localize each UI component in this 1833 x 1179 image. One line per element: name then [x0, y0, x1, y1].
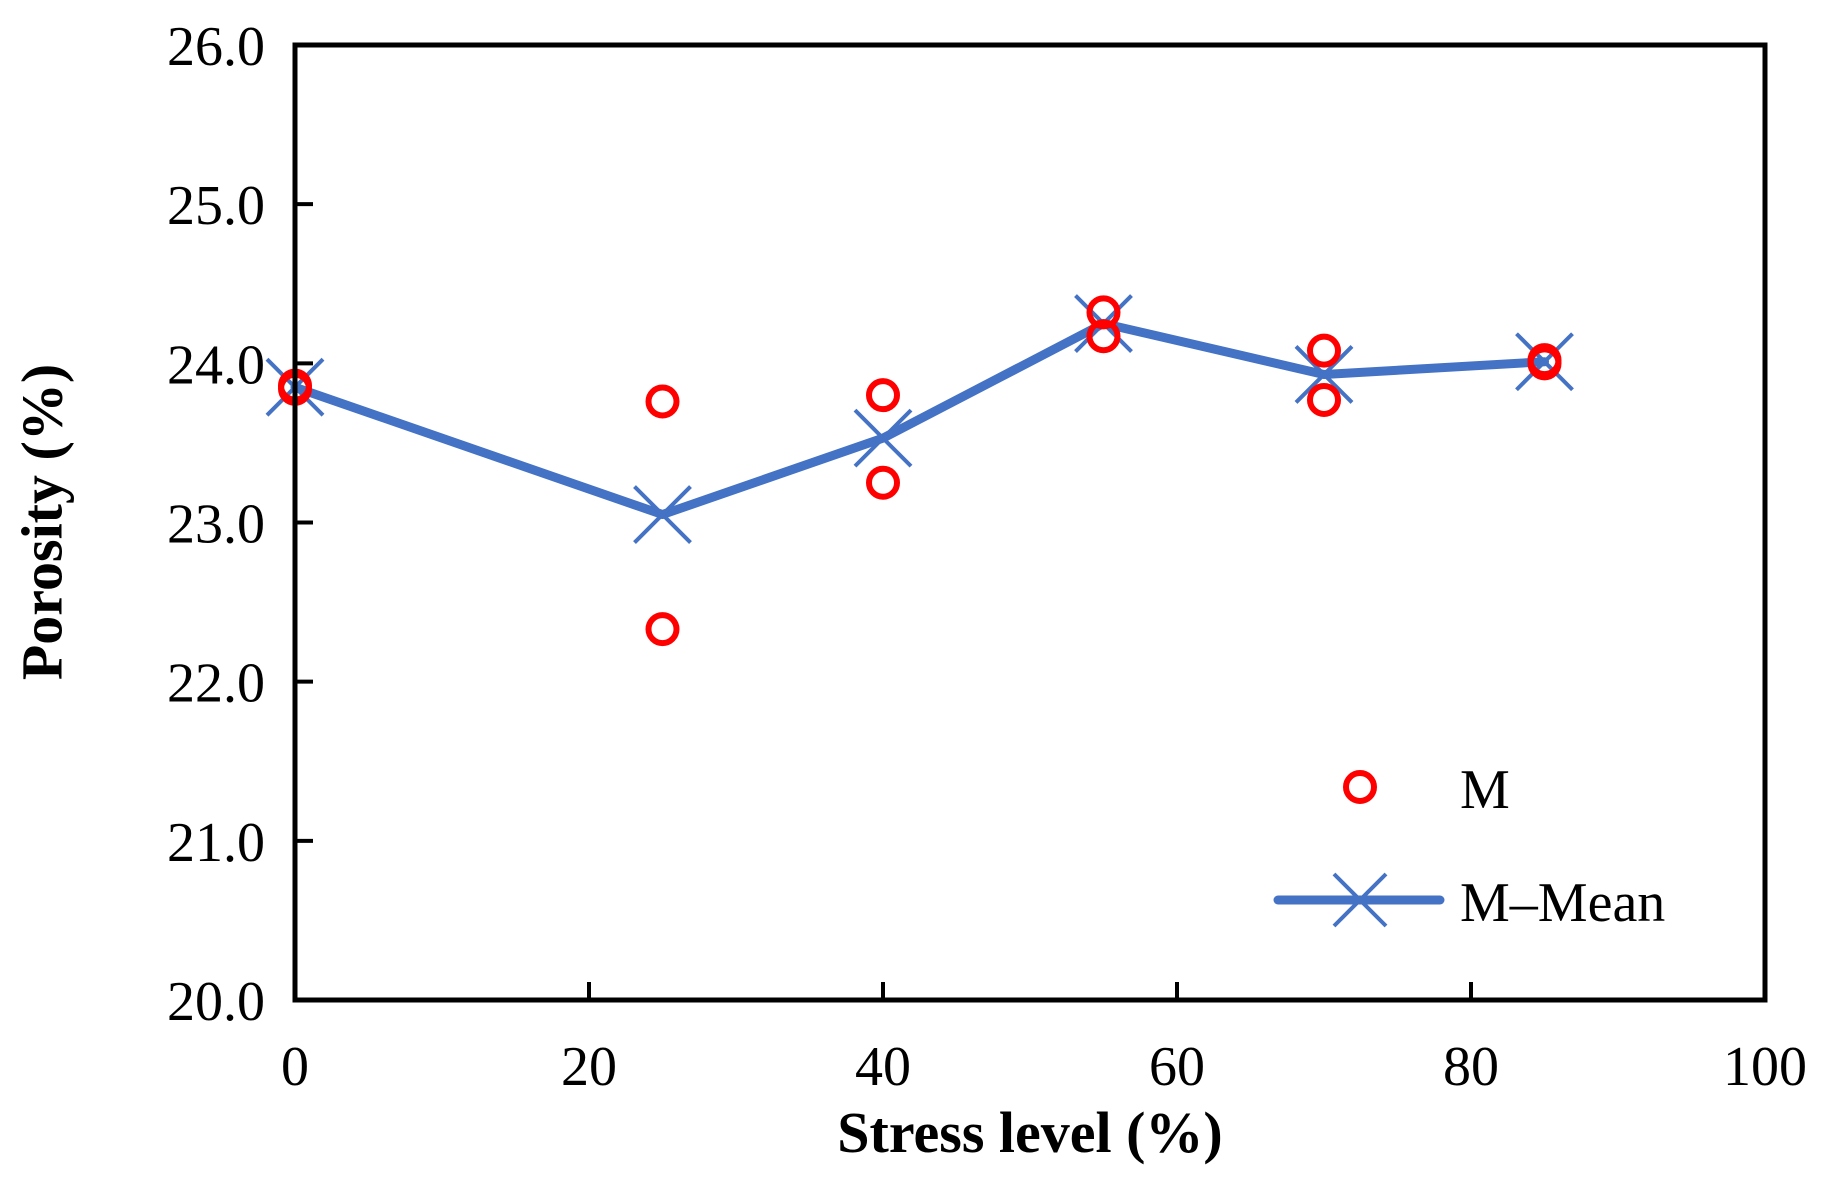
plot-frame: [292, 42, 1768, 1003]
mean-series-line: [290, 319, 1549, 520]
x-tick-label: 60: [1149, 1036, 1205, 1098]
x-tick-label: 40: [855, 1036, 911, 1098]
mean-point-marker: [633, 485, 692, 544]
y-tick-label: 26.0: [167, 16, 265, 78]
legend: M M–Mean: [1273, 759, 1665, 934]
data-point-circle: [866, 465, 900, 500]
data-point-circle: [1307, 382, 1341, 417]
legend-x-marker: [1332, 872, 1388, 928]
x-tick-label: 80: [1443, 1036, 1499, 1098]
data-point-circle: [645, 384, 680, 419]
data-point-circle: [1086, 295, 1121, 330]
x-tick-label: 0: [281, 1036, 309, 1098]
y-tick-label: 21.0: [167, 812, 265, 874]
mean-point-marker: [1294, 345, 1354, 404]
legend-label-m-mean: M–Mean: [1460, 872, 1665, 934]
data-point-circle: [1307, 333, 1341, 368]
y-tick-label: 20.0: [167, 971, 265, 1033]
mean-point-marker: [1515, 332, 1574, 392]
y-tick-label: 23.0: [167, 494, 265, 556]
y-axis-title: Porosity (%): [9, 364, 74, 680]
x-tick-label: 20: [561, 1036, 617, 1098]
y-tick-label: 24.0: [167, 334, 265, 396]
mean-point-marker: [853, 408, 913, 468]
data-point-circle: [866, 378, 900, 413]
x-tick-label: 100: [1723, 1036, 1807, 1098]
y-tick-label: 25.0: [167, 175, 265, 237]
legend-label-m: M: [1460, 759, 1510, 821]
data-point-circle: [645, 612, 680, 647]
x-axis-title: Stress level (%): [837, 1100, 1223, 1165]
legend-circle-marker: [1343, 770, 1377, 804]
data-point-circle: [1086, 319, 1121, 354]
data-point-circle: [1527, 346, 1562, 381]
y-tick-label: 22.0: [167, 653, 265, 715]
